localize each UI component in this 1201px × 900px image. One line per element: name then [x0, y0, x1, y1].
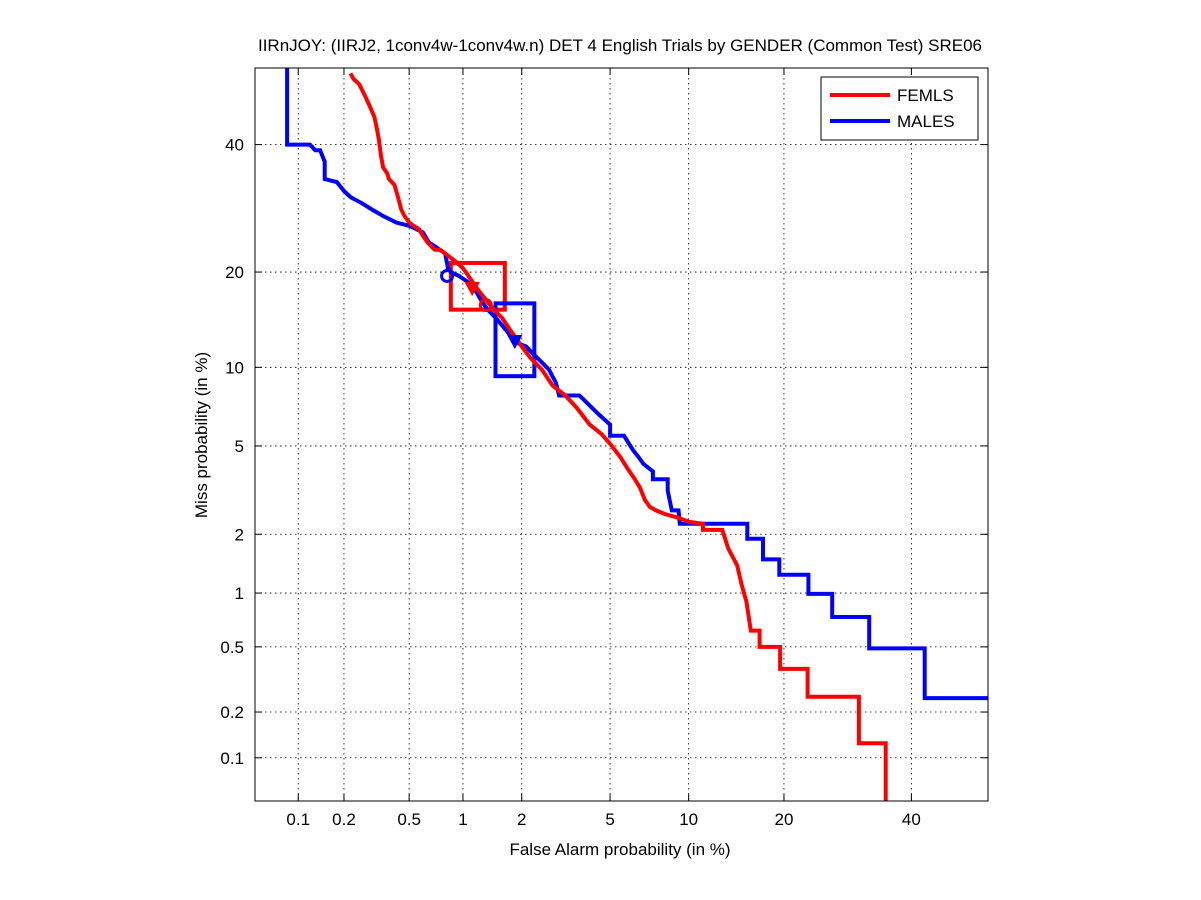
series-line-femls [348, 72, 888, 801]
confidence-box-femls [448, 260, 507, 312]
x-tick-label: 10 [679, 810, 698, 829]
plot-frame [254, 67, 989, 802]
y-tick-label: 0.2 [220, 703, 244, 722]
marker-triangle-femls [464, 282, 480, 297]
x-tick-label: 2 [517, 810, 526, 829]
x-tick-label: 20 [774, 810, 793, 829]
legend-label-males: MALES [897, 112, 955, 131]
marker-circle-femls [478, 298, 493, 313]
legend: FEMLS MALES [820, 76, 979, 141]
x-tick-label: 40 [902, 810, 921, 829]
x-tick-label: 0.1 [286, 810, 310, 829]
x-axis-label: False Alarm probability (in %) [509, 840, 730, 859]
legend-label-femls: FEMLS [897, 86, 954, 105]
y-tick-label: 1 [235, 584, 244, 603]
y-tick-label: 0.5 [220, 638, 244, 657]
x-tick-label: 1 [458, 810, 467, 829]
chart-title: IIRnJOY: (IIRJ2, 1conv4w-1conv4w.n) DET … [258, 36, 982, 55]
y-tick-label: 5 [235, 437, 244, 456]
marker-triangle-males [507, 335, 523, 350]
series-line-males [285, 68, 988, 701]
series-layer [285, 68, 988, 801]
y-tick-label: 40 [225, 136, 244, 155]
x-tick-label: 0.5 [397, 810, 421, 829]
x-tick-label: 5 [605, 810, 614, 829]
y-tick-label: 10 [225, 358, 244, 377]
ticks: 0.1 0.2 0.5 1 2 5 10 20 40 0.1 0.2 0.5 1 2 5 10 20 40 [220, 68, 988, 829]
y-axis-label: Miss probability (in %) [192, 352, 211, 518]
y-tick-label: 0.1 [220, 749, 244, 768]
legend-box [820, 76, 979, 141]
grid [255, 68, 988, 801]
confidence-box-males [493, 301, 537, 379]
y-tick-label: 20 [225, 263, 244, 282]
y-tick-label: 2 [235, 525, 244, 544]
marker-circle-males [440, 268, 455, 283]
x-tick-label: 0.2 [332, 810, 356, 829]
